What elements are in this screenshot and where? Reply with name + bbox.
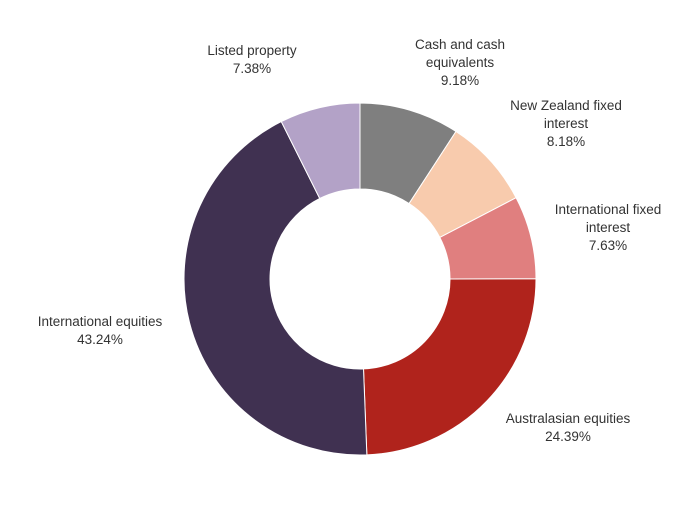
slice-name-label: equivalents (426, 55, 495, 70)
labels-group: Cash and cash equivalents 9.18% New Zealand… (38, 37, 662, 444)
slice-name-label: Listed property (207, 43, 297, 58)
slice-label-international-fixed-interest: International fixed interest 7.63% (555, 202, 662, 253)
slice-label-australasian-equities: Australasian equities 24.39% (506, 411, 631, 444)
slice-name-label: interest (586, 220, 631, 235)
slice-label-cash-and-cash-equivalents: Cash and cash equivalents 9.18% (415, 37, 505, 88)
slice-value-label: 7.63% (589, 238, 627, 253)
slices-group (183, 102, 537, 456)
slice-name-label: International fixed (555, 202, 662, 217)
slice-label-new-zealand-fixed-interest: New Zealand fixed interest 8.18% (510, 98, 622, 149)
slice-label-listed-property: Listed property 7.38% (207, 43, 297, 76)
slice-label-international-equities: International equities 43.24% (38, 314, 163, 347)
slice-name-label: interest (544, 116, 589, 131)
slice-value-label: 24.39% (545, 429, 591, 444)
slice-australasian-equities (362, 278, 537, 456)
slice-name-label: Cash and cash (415, 37, 505, 52)
slice-international-equities (183, 120, 368, 456)
slice-name-label: New Zealand fixed (510, 98, 622, 113)
slice-value-label: 9.18% (441, 73, 479, 88)
slice-name-label: Australasian equities (506, 411, 631, 426)
slice-value-label: 8.18% (547, 134, 585, 149)
slice-listed-property (280, 102, 361, 200)
slice-value-label: 7.38% (233, 61, 271, 76)
slice-name-label: International equities (38, 314, 163, 329)
slice-value-label: 43.24% (77, 332, 123, 347)
